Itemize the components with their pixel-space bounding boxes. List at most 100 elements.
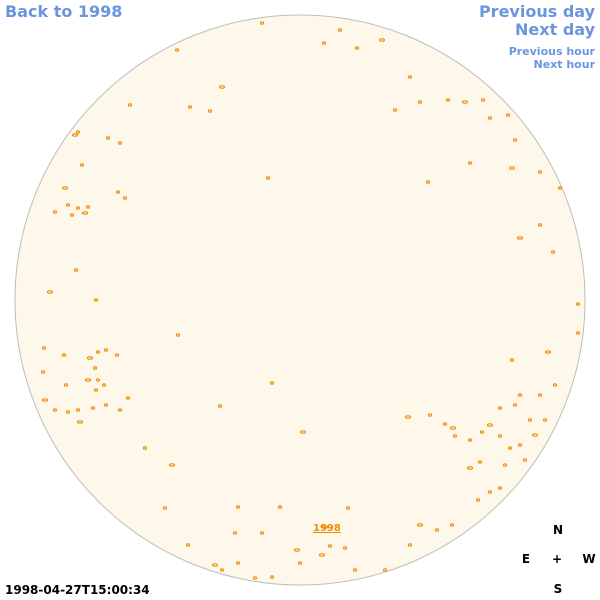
contour	[467, 438, 473, 442]
contour	[486, 423, 494, 427]
contour	[337, 28, 343, 32]
contour	[52, 210, 58, 214]
contour	[65, 410, 71, 414]
contour	[407, 543, 413, 547]
contour	[542, 418, 548, 422]
contour	[41, 398, 49, 402]
contour	[537, 170, 543, 174]
contour	[327, 544, 333, 548]
contour	[259, 21, 265, 25]
contour	[537, 223, 543, 227]
contour	[321, 41, 327, 45]
contour	[65, 203, 71, 207]
solar-disk	[14, 14, 586, 586]
contour	[175, 333, 181, 337]
contour	[531, 433, 539, 437]
contour	[75, 408, 81, 412]
contour	[449, 426, 457, 430]
contour	[235, 561, 241, 565]
contour	[71, 133, 79, 137]
next-day-link[interactable]: Next day	[515, 20, 595, 39]
contour	[475, 498, 481, 502]
year-link[interactable]: 1998	[313, 523, 341, 534]
contour	[461, 100, 469, 104]
contour	[117, 141, 123, 145]
contour	[517, 393, 523, 397]
compass-east: E	[521, 552, 531, 566]
contour	[407, 75, 413, 79]
contour	[557, 186, 563, 190]
back-link[interactable]: Back to 1998	[5, 2, 123, 21]
contour	[101, 383, 107, 387]
contour	[90, 406, 96, 410]
contour	[466, 466, 474, 470]
contour	[345, 506, 351, 510]
contour	[168, 463, 176, 467]
contour	[219, 568, 225, 572]
contour	[378, 38, 386, 42]
contour	[61, 353, 67, 357]
contour	[575, 302, 581, 306]
contour	[115, 190, 121, 194]
contour	[434, 528, 440, 532]
contour	[544, 350, 552, 354]
contour	[46, 290, 54, 294]
contour	[497, 406, 503, 410]
next-hour-link[interactable]: Next hour	[533, 58, 596, 71]
contour	[75, 206, 81, 210]
contour	[235, 505, 241, 509]
contour	[516, 236, 524, 240]
contour	[575, 331, 581, 335]
compass-south: S	[553, 582, 563, 596]
contour	[162, 506, 168, 510]
contour	[95, 350, 101, 354]
contour	[81, 211, 89, 215]
contour	[502, 463, 508, 467]
contour	[479, 430, 485, 434]
contour	[252, 576, 258, 580]
contour	[185, 543, 191, 547]
contour	[509, 358, 515, 362]
contour	[232, 531, 238, 535]
contour	[297, 561, 303, 565]
contour	[487, 490, 493, 494]
previous-hour-link[interactable]: Previous hour	[508, 45, 595, 58]
contour	[512, 403, 518, 407]
contour	[512, 138, 518, 142]
contour	[467, 161, 473, 165]
contour	[75, 130, 81, 134]
contour	[125, 396, 131, 400]
contour	[114, 353, 120, 357]
contour	[442, 422, 448, 426]
contour	[404, 415, 412, 419]
contour	[497, 486, 503, 490]
contour	[445, 98, 451, 102]
contour	[342, 546, 348, 550]
contour	[86, 356, 94, 360]
contour	[85, 205, 91, 209]
contour	[321, 525, 329, 529]
contour	[217, 404, 223, 408]
contour	[105, 136, 111, 140]
magnetic-contours	[40, 21, 581, 580]
contour	[127, 103, 133, 107]
contour	[211, 563, 219, 567]
contour	[61, 186, 69, 190]
contour	[417, 100, 423, 104]
contour	[299, 430, 307, 434]
contour	[449, 523, 455, 527]
contour	[416, 523, 424, 527]
contour	[427, 413, 433, 417]
contour	[318, 553, 326, 557]
contour	[93, 298, 99, 302]
contour	[552, 383, 558, 387]
contour	[293, 548, 301, 552]
contour	[95, 378, 101, 382]
previous-day-link[interactable]: Previous day	[478, 2, 595, 21]
contour	[354, 46, 360, 50]
contour	[277, 505, 283, 509]
contour	[352, 568, 358, 572]
contour	[265, 176, 271, 180]
contour	[92, 366, 98, 370]
